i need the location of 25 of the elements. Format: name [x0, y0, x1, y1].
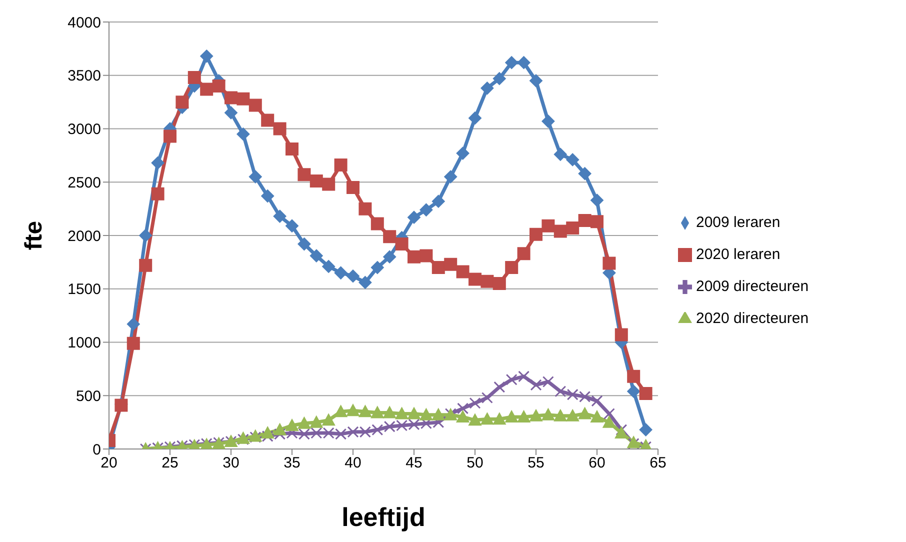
legend-label: 2020 leraren — [696, 246, 780, 263]
y-tick-label: 500 — [76, 388, 101, 405]
y-axis-title: fte — [20, 220, 48, 250]
x-tick-label: 35 — [284, 454, 300, 472]
x-axis-title: leeftijd — [342, 502, 426, 532]
y-tick-label: 3500 — [68, 68, 101, 85]
x-tick-label: 65 — [650, 454, 666, 472]
y-tick-label: 0 — [92, 441, 101, 458]
x-tick-label: 55 — [528, 454, 544, 472]
y-tick-label: 3000 — [68, 121, 101, 138]
x-tick-label: 30 — [222, 454, 240, 472]
x-tick-label: 25 — [162, 454, 178, 472]
y-tick-label: 1500 — [68, 281, 101, 298]
y-tick-label: 2500 — [68, 174, 101, 192]
legend-label: 2009 leraren — [696, 214, 780, 231]
legend-label: 2020 directeuren — [696, 310, 809, 327]
y-tick-label: 2000 — [68, 228, 101, 245]
legend-label: 2009 directeuren — [696, 278, 809, 295]
x-tick-label: 45 — [406, 454, 422, 472]
y-tick-label: 1000 — [68, 334, 101, 352]
x-tick-label: 50 — [466, 454, 484, 472]
x-tick-label: 40 — [344, 454, 362, 472]
y-tick-label: 4000 — [68, 14, 101, 32]
x-tick-label: 20 — [100, 454, 118, 472]
x-tick-label: 60 — [588, 454, 606, 472]
